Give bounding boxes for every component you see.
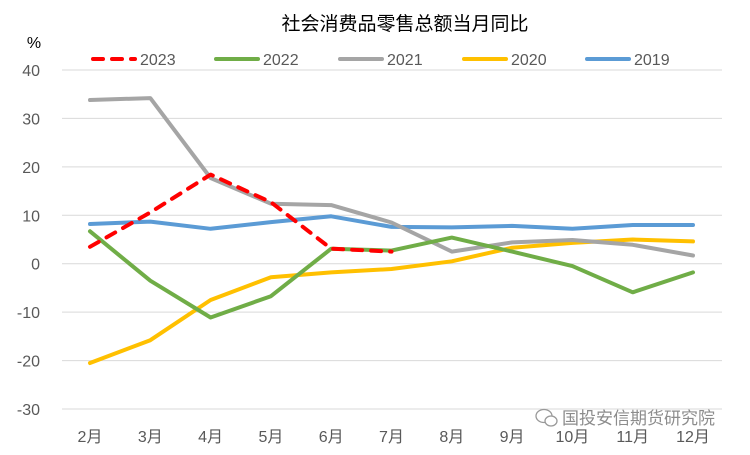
legend-item-2019: 2019 (585, 52, 670, 69)
x-tick-label: 6月 (319, 429, 344, 446)
x-tick-label: 9月 (500, 429, 525, 446)
watermark: 国投安信期货研究院 (535, 408, 715, 428)
legend-label: 2023 (140, 52, 176, 69)
legend-item-2021: 2021 (338, 52, 423, 69)
series-line-2021 (88, 96, 695, 258)
legend-label: 2022 (263, 52, 299, 69)
y-tick-label: -20 (17, 354, 40, 371)
y-axis-ticks: 40 30 20 10 0 -10 -20 -30 (17, 63, 40, 419)
y-tick-label: 10 (22, 208, 40, 225)
y-tick-label: 0 (31, 257, 40, 274)
legend-label: 2020 (511, 52, 547, 69)
legend: 2023 2022 2021 2020 2019 (91, 52, 670, 69)
x-tick-label: 10月 (555, 429, 589, 446)
y-tick-label: 20 (22, 160, 40, 177)
gridlines (62, 69, 722, 410)
series-lines (88, 96, 695, 365)
legend-label: 2019 (634, 52, 670, 69)
y-axis-unit: % (27, 35, 41, 52)
y-tick-label: 30 (22, 111, 40, 128)
series-line-2019 (88, 214, 695, 231)
watermark-text: 国投安信期货研究院 (562, 409, 715, 428)
x-tick-label: 5月 (258, 429, 283, 446)
x-tick-label: 8月 (439, 429, 464, 446)
x-tick-label: 7月 (379, 429, 404, 446)
x-tick-label: 3月 (138, 429, 163, 446)
x-axis-ticks: 2月 3月 4月 5月 6月 7月 8月 9月 10月 11月 12月 (78, 429, 710, 446)
y-tick-label: -10 (17, 305, 40, 322)
legend-label: 2021 (387, 52, 423, 69)
legend-item-2023: 2023 (91, 52, 176, 69)
y-tick-label: -30 (17, 402, 40, 419)
y-tick-label: 40 (22, 63, 40, 80)
x-tick-label: 11月 (616, 429, 649, 446)
legend-item-2020: 2020 (462, 52, 547, 69)
x-tick-label: 4月 (198, 429, 223, 446)
series-line-2023 (88, 172, 394, 254)
chart-title: 社会消费品零售总额当月同比 (281, 13, 528, 35)
x-tick-label: 2月 (78, 429, 103, 446)
wechat-icon (535, 408, 558, 427)
legend-item-2022: 2022 (214, 52, 299, 69)
x-tick-label: 12月 (676, 429, 710, 446)
